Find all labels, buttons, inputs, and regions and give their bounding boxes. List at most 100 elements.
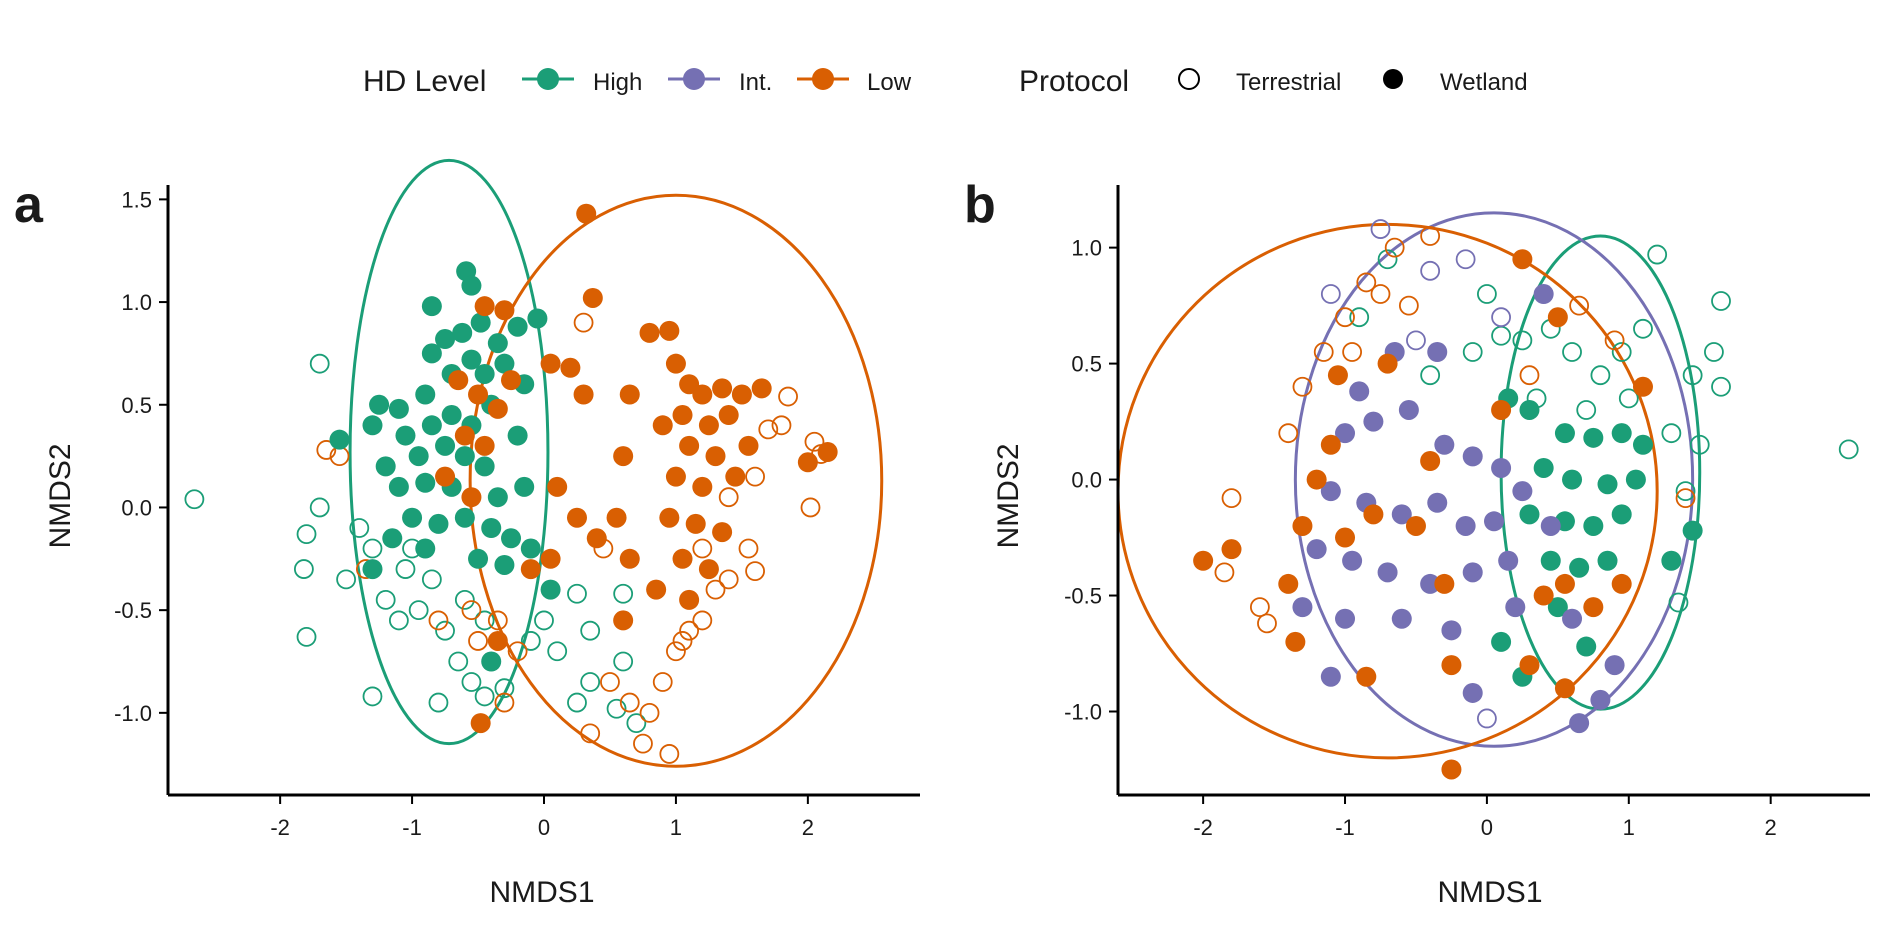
data-point-low-wetland — [501, 370, 522, 391]
data-point-low-wetland — [1356, 666, 1377, 687]
data-point-int-wetland — [1292, 597, 1313, 618]
data-point-high-wetland — [421, 343, 442, 364]
data-point-high-terrestrial — [474, 686, 495, 707]
data-point-high-terrestrial — [349, 518, 370, 538]
x-tick-label: -1 — [1335, 815, 1355, 840]
data-point-low-wetland — [712, 522, 733, 543]
data-point-high-wetland — [1682, 520, 1703, 541]
x-tick-label: 0 — [538, 815, 550, 840]
x-tick-label: 1 — [1623, 815, 1635, 840]
data-point-high-wetland — [1519, 504, 1540, 525]
data-point-low-wetland — [1320, 434, 1341, 455]
data-point-high-wetland — [487, 333, 508, 354]
data-point-high-wetland — [454, 507, 475, 528]
data-point-high-wetland — [1661, 550, 1682, 571]
data-point-low-wetland — [576, 203, 597, 224]
data-point-low-terrestrial — [800, 497, 821, 518]
data-point-low-terrestrial — [771, 415, 792, 436]
data-point-low-wetland — [1533, 585, 1554, 606]
data-point-high-wetland — [415, 472, 436, 493]
data-point-low-terrestrial — [487, 610, 508, 631]
data-point-int-wetland — [1320, 481, 1341, 502]
data-point-int-wetland — [1462, 562, 1483, 583]
data-point-low-wetland — [547, 476, 568, 497]
data-point-high-wetland — [421, 415, 442, 436]
data-point-high-wetland — [1611, 504, 1632, 525]
data-point-low-terrestrial — [1420, 226, 1441, 246]
data-point-high-wetland — [435, 435, 456, 456]
data-point-low-wetland — [1292, 515, 1313, 536]
legend-label-terrestrial: Terrestrial — [1236, 69, 1341, 96]
ellipse-low — [1116, 222, 1659, 760]
data-point-high-terrestrial — [567, 692, 587, 713]
data-point-high-terrestrial — [567, 583, 587, 604]
data-point-low-terrestrial — [652, 672, 673, 692]
data-point-high-terrestrial — [1647, 244, 1668, 265]
panel-b-points — [1193, 219, 1859, 780]
data-point-low-terrestrial — [1356, 272, 1377, 293]
data-point-int-wetland — [1484, 511, 1504, 532]
data-point-high-wetland — [527, 308, 548, 329]
data-point-int-wetland — [1320, 666, 1341, 687]
data-point-int-wetland — [1441, 620, 1462, 641]
data-point-low-wetland — [646, 579, 667, 600]
data-point-high-terrestrial — [580, 620, 601, 641]
data-point-int-wetland — [1462, 446, 1483, 467]
data-point-low-terrestrial — [705, 579, 726, 600]
data-point-low-wetland — [448, 370, 469, 391]
data-point-high-wetland — [375, 456, 396, 477]
data-point-low-wetland — [1583, 597, 1604, 618]
data-point-high-terrestrial — [1711, 376, 1731, 397]
data-point-high-wetland — [487, 487, 508, 508]
data-point-high-terrestrial — [408, 600, 429, 621]
data-point-int-wetland — [1434, 434, 1455, 455]
data-point-low-terrestrial — [619, 692, 640, 713]
data-point-int-wetland — [1427, 492, 1448, 513]
data-point-low-terrestrial — [633, 733, 653, 754]
data-point-high-terrestrial — [534, 610, 554, 631]
data-point-int-wetland — [1349, 381, 1370, 402]
y-tick-label: 0.0 — [1071, 468, 1102, 493]
data-point-low-wetland — [659, 507, 680, 528]
data-point-high-terrestrial — [520, 631, 541, 651]
data-point-high-wetland — [461, 275, 482, 296]
data-point-low-terrestrial — [1249, 597, 1270, 618]
data-point-low-terrestrial — [1335, 307, 1355, 328]
x-tick-label: 2 — [1765, 815, 1777, 840]
data-point-low-terrestrial — [1292, 376, 1313, 397]
data-point-high-terrestrial — [184, 489, 205, 510]
data-point-low-terrestrial — [1569, 295, 1590, 316]
legend-label-wetland: Wetland — [1440, 69, 1528, 96]
data-point-high-terrestrial — [309, 497, 330, 518]
data-point-low-terrestrial — [639, 702, 660, 723]
x-tick-label: 0 — [1481, 815, 1493, 840]
data-point-high-terrestrial — [309, 353, 330, 374]
data-point-low-wetland — [474, 296, 495, 317]
data-point-low-wetland — [606, 507, 627, 528]
data-point-high-terrestrial — [1689, 434, 1710, 455]
data-point-high-terrestrial — [1682, 365, 1703, 386]
data-point-high-wetland — [388, 476, 409, 497]
panel-a-x-axis-title: NMDS1 — [489, 876, 594, 909]
data-point-low-terrestrial — [428, 610, 449, 631]
data-point-high-wetland — [1583, 515, 1604, 536]
data-point-low-wetland — [1491, 399, 1512, 420]
panel-a-axes: -2 -1 0 1 2 -1.0 -0.5 0.0 0.5 1.0 1.5 — [114, 185, 920, 840]
data-point-low-wetland — [698, 415, 719, 436]
data-point-int-wetland — [1590, 689, 1611, 710]
data-point-low-wetland — [560, 357, 581, 378]
data-point-low-wetland — [725, 466, 746, 487]
legend: HD Level High Int. Low Protocol Terrestr… — [363, 65, 1528, 98]
data-point-high-wetland — [494, 554, 515, 575]
data-point-low-wetland — [520, 559, 541, 580]
data-point-high-terrestrial — [375, 589, 396, 610]
data-point-low-terrestrial — [573, 312, 594, 333]
data-point-low-wetland — [1547, 307, 1568, 328]
data-point-high-terrestrial — [461, 672, 482, 692]
data-point-int-wetland — [1363, 411, 1384, 432]
legend-label-int: Int. — [739, 69, 772, 96]
panel-b-letter: b — [964, 176, 996, 234]
data-point-high-terrestrial — [296, 524, 317, 545]
panel-a-points — [184, 203, 838, 764]
